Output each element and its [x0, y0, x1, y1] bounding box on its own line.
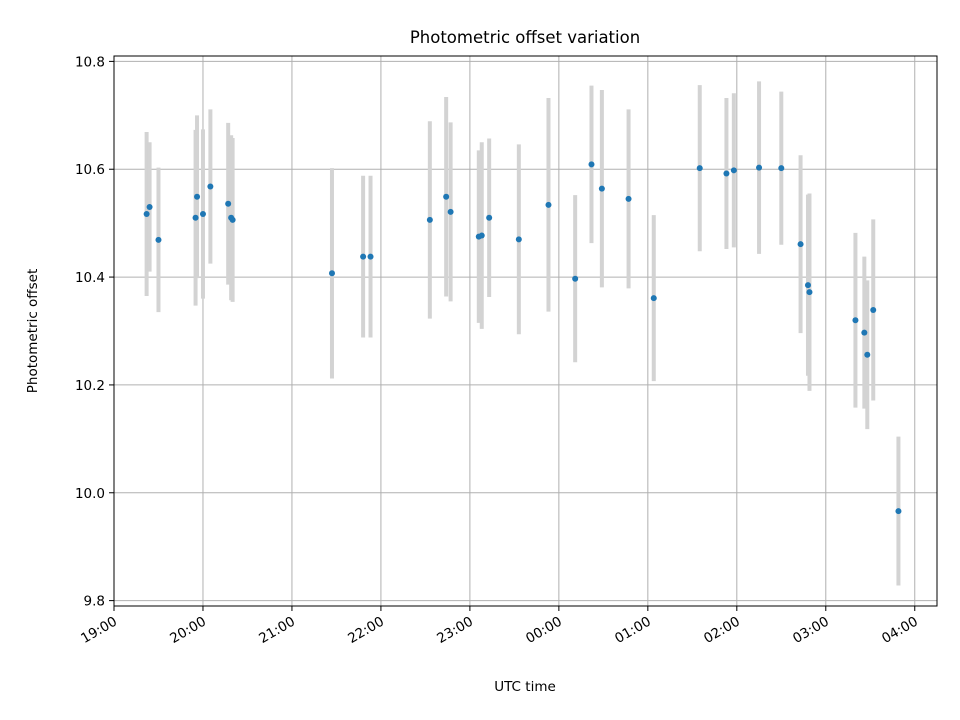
data-point: [778, 165, 785, 172]
data-point: [864, 351, 871, 358]
data-point: [194, 193, 201, 200]
data-point: [229, 216, 236, 223]
data-point: [225, 200, 232, 207]
data-point: [852, 317, 859, 324]
data-point: [730, 167, 737, 174]
axes-frame: [113, 55, 938, 607]
y-tick-label: 10.6: [75, 162, 105, 178]
data-point: [478, 232, 485, 239]
data-point: [804, 282, 811, 289]
y-tick-label: 10.4: [75, 270, 105, 286]
data-point: [143, 210, 150, 217]
y-axis-ticks: 9.8 10.0 10.2 10.4 10.6 10.8: [75, 54, 114, 610]
data-point: [486, 214, 493, 221]
data-point: [367, 253, 374, 260]
data-point: [426, 216, 433, 223]
y-tick-label: 10.8: [75, 54, 105, 70]
data-point: [598, 185, 605, 192]
data-point: [625, 195, 632, 202]
data-point: [870, 306, 877, 313]
data-point: [545, 201, 552, 208]
data-point: [207, 183, 214, 190]
data-point: [696, 165, 703, 172]
data-point: [895, 508, 902, 515]
data-point: [650, 295, 657, 302]
data-points: [143, 161, 902, 515]
x-axis-label: UTC time: [494, 679, 556, 695]
y-axis-label: Photometric offset: [25, 269, 41, 393]
data-point: [756, 164, 763, 171]
y-tick-label: 10.0: [75, 486, 105, 502]
y-tick-label: 10.2: [75, 378, 105, 394]
chart-title: Photometric offset variation: [410, 28, 640, 47]
data-point: [443, 193, 450, 200]
data-point: [861, 329, 868, 336]
data-point: [447, 208, 454, 215]
data-point: [723, 170, 730, 177]
data-point: [797, 241, 804, 248]
data-point: [192, 214, 199, 221]
data-point: [572, 275, 579, 282]
data-point: [588, 161, 595, 168]
data-point: [360, 253, 367, 260]
data-point: [328, 270, 335, 277]
data-point: [199, 210, 206, 217]
data-point: [146, 203, 153, 210]
data-point: [155, 236, 162, 243]
data-point: [806, 289, 813, 296]
y-tick-label: 9.8: [84, 594, 105, 610]
data-point: [515, 236, 522, 243]
